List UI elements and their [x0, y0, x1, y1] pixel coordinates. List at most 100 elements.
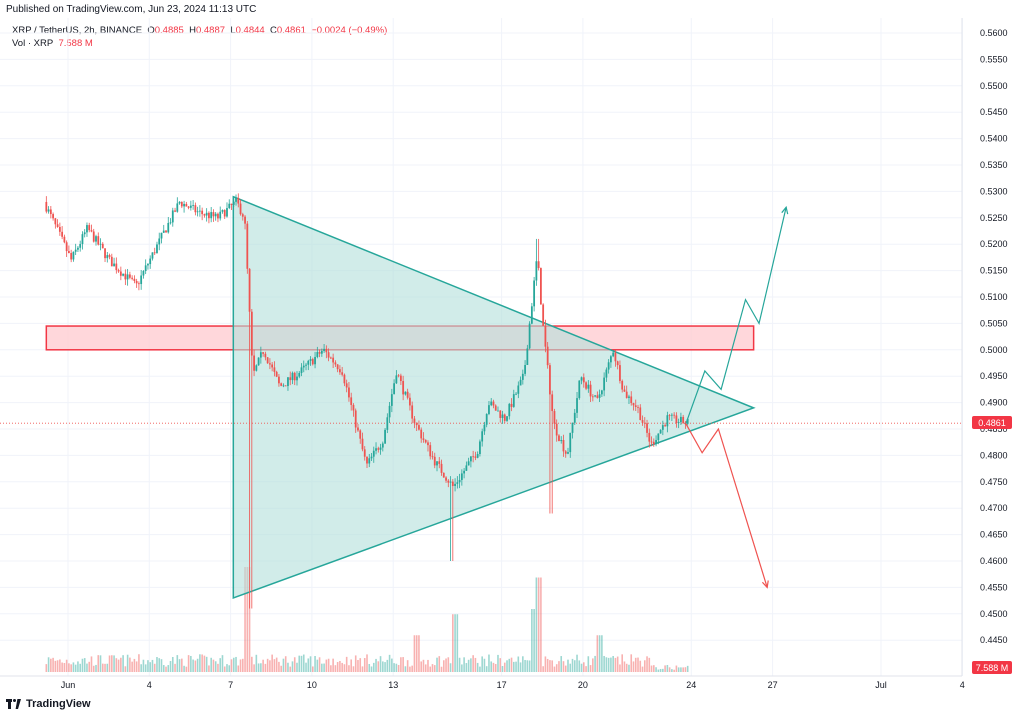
volume-bar [314, 655, 316, 672]
candle-body [438, 461, 441, 464]
candle-body [167, 222, 170, 233]
candle-body [153, 252, 156, 254]
price-tick-label: 0.4950 [980, 371, 1008, 381]
candle-body [668, 415, 671, 417]
volume-bar [592, 658, 594, 672]
volume-bar [81, 658, 84, 672]
volume-bar [576, 654, 578, 672]
volume-bar [551, 660, 553, 672]
volume-bar [300, 655, 303, 672]
high-label: H [189, 25, 196, 36]
candle-body [542, 304, 545, 326]
candle-body [605, 369, 608, 378]
volume-bar [637, 657, 639, 672]
volume-bar [72, 662, 75, 672]
volume-bar [171, 656, 174, 672]
candle-body [239, 203, 242, 215]
volume-label[interactable]: Vol · XRP [12, 38, 54, 49]
volume-bar [497, 654, 499, 672]
volume-bar [239, 659, 242, 672]
volume-bar [158, 658, 161, 672]
candle-body [641, 420, 644, 423]
volume-bar [246, 567, 249, 672]
volume-bar [248, 567, 251, 672]
time-axis[interactable]: Jun 4 7 10 13 17 20 24 27 Jul 4 [0, 675, 965, 690]
candle-body [440, 463, 443, 473]
close-value: 0.4861 [276, 25, 306, 36]
candle-body [101, 243, 104, 249]
price-tick-label: 0.4900 [980, 398, 1008, 408]
candle-body [614, 352, 617, 362]
time-tick-label: 20 [578, 680, 588, 690]
volume-bar [587, 656, 590, 672]
price-tick-label: 0.5050 [980, 318, 1008, 328]
volume-bar [264, 663, 267, 672]
candle-body [564, 451, 567, 454]
candle-body [174, 210, 176, 212]
volume-bar [517, 656, 520, 672]
candle-body [162, 230, 165, 233]
volume-bar [546, 658, 549, 672]
volume-bar [596, 635, 599, 672]
candle-body [282, 385, 285, 387]
volume-bar [307, 658, 310, 672]
candle-body [652, 441, 655, 445]
candle-body [208, 212, 210, 219]
volume-bar [526, 660, 529, 672]
price-tick-label: 0.5100 [980, 292, 1008, 302]
volume-bar [138, 654, 140, 672]
price-tick-label: 0.4750 [980, 477, 1008, 487]
volume-bar [359, 658, 362, 672]
volume-bar [147, 660, 149, 672]
volume-bar [293, 657, 296, 672]
candle-body [126, 274, 129, 280]
candle-body [619, 365, 621, 381]
volume-bar [589, 665, 592, 672]
volume-bar [262, 659, 264, 672]
candle-body [47, 209, 50, 212]
volume-bar [580, 663, 583, 672]
volume-bar [540, 577, 542, 672]
volume-bar [92, 665, 95, 672]
volume-bar [230, 659, 233, 672]
volume-bar [562, 661, 565, 672]
volume-bar [332, 658, 334, 672]
volume-bar [625, 663, 628, 672]
candle-body [560, 440, 563, 442]
volume-bar [668, 667, 671, 672]
candle-body [381, 443, 384, 448]
volume-bar [533, 609, 535, 672]
volume-bar [379, 656, 382, 672]
volume-bar [488, 654, 490, 672]
volume-bar [583, 662, 585, 672]
volume-bar [178, 659, 181, 672]
volume-bar [113, 655, 115, 672]
candle-body [244, 216, 246, 224]
volume-bar [479, 666, 481, 672]
candle-body [510, 403, 513, 407]
candle-body [106, 255, 109, 259]
volume-bar [275, 657, 278, 672]
candle-body [628, 396, 630, 398]
price-tick-label: 0.5500 [980, 81, 1008, 91]
volume-bar [266, 658, 269, 672]
volume-bar [677, 667, 680, 672]
volume-bar [621, 654, 623, 672]
candle-body [607, 362, 610, 370]
low-value: 0.4844 [235, 25, 265, 36]
candle-body [273, 367, 276, 372]
candle-body [404, 391, 407, 395]
candle-body [54, 218, 57, 225]
price-axis[interactable]: 0.5600 0.5550 0.5500 0.5450 0.5400 0.5350 0.53… [961, 18, 1008, 676]
candle-body [418, 425, 420, 430]
volume-bar [388, 654, 391, 672]
candle-body [427, 442, 429, 446]
brand-footer[interactable]: TradingView [6, 698, 91, 710]
symbol-title[interactable]: XRP / TetherUS, 2h, BINANCE [12, 25, 143, 36]
tradingview-logo-icon [6, 699, 22, 709]
price-tick-label: 0.5200 [980, 239, 1008, 249]
volume-bar [610, 657, 612, 672]
open-value: 0.4885 [154, 25, 184, 36]
volume-bar [411, 665, 413, 672]
